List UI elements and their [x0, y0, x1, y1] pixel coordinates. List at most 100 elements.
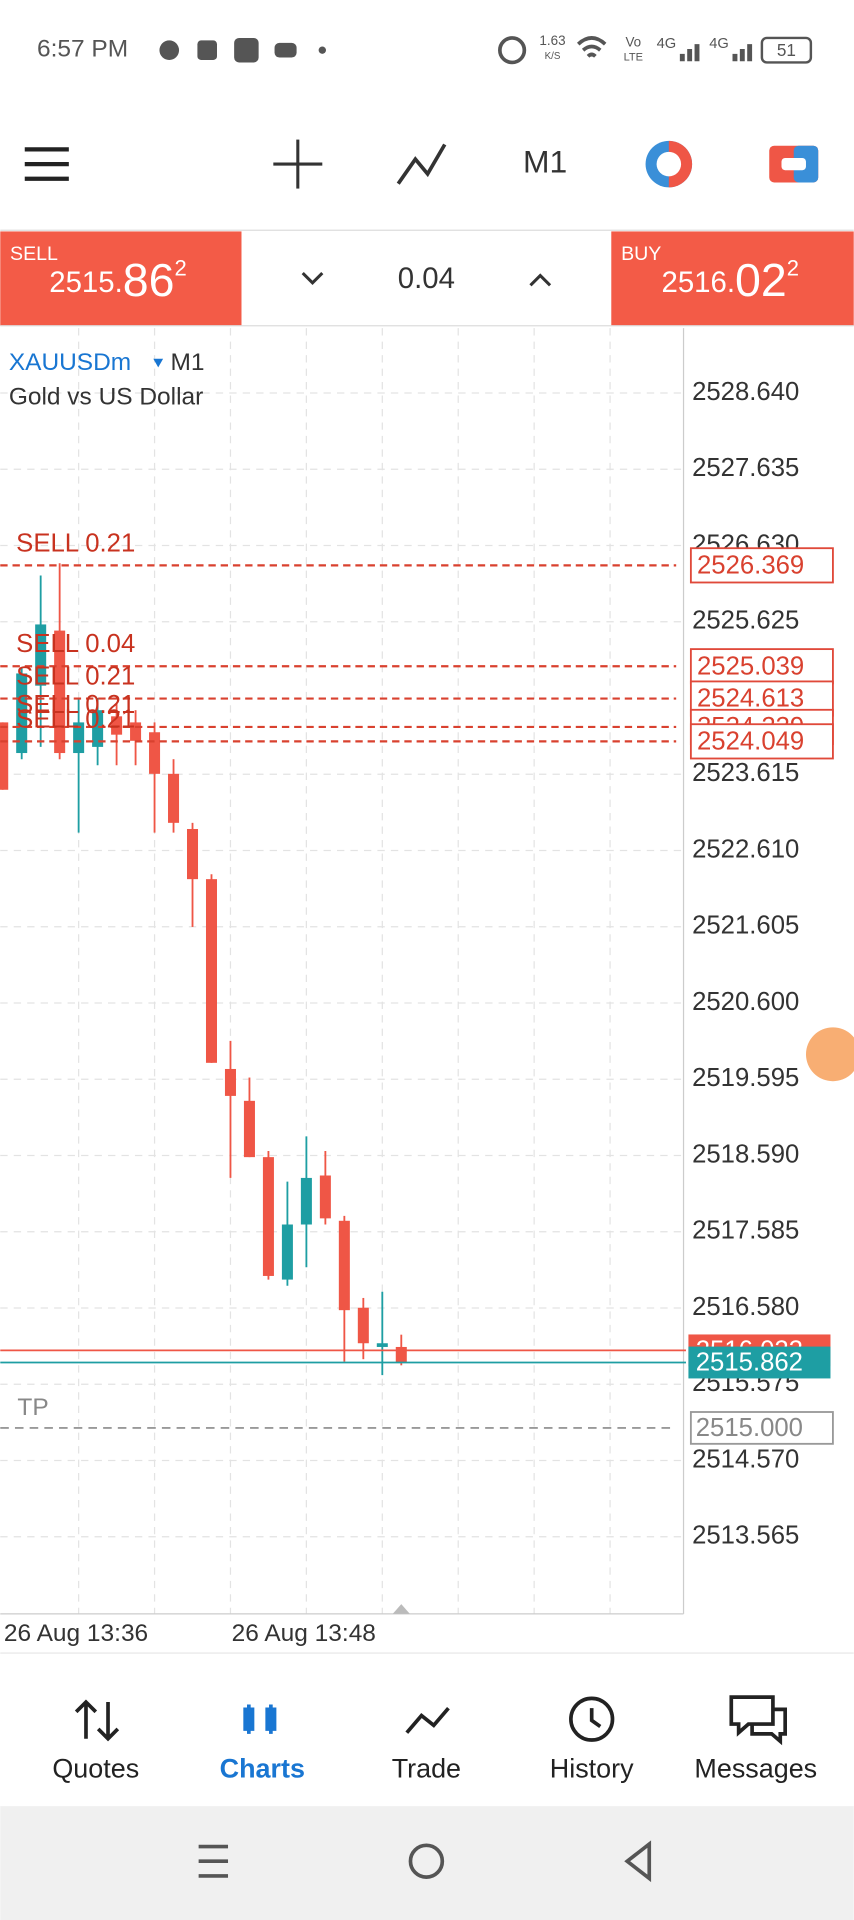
- bid-price: 2515.862: [696, 1349, 803, 1377]
- y-tick-label: 2527.635: [692, 454, 799, 482]
- order-label: SELL 0.21: [16, 529, 135, 557]
- order-price: 2526.369: [697, 551, 804, 579]
- objects-button[interactable]: [645, 140, 693, 188]
- clock: 6:57 PM: [37, 36, 128, 63]
- candle-body: [243, 1100, 255, 1158]
- candle-body: [205, 879, 217, 1063]
- candle-body: [187, 828, 199, 880]
- y-tick-label: 2514.570: [692, 1445, 799, 1473]
- candle-body: [92, 710, 104, 747]
- buy-button[interactable]: [611, 231, 854, 326]
- y-tick-label: 2522.610: [692, 835, 799, 863]
- candle-body: [281, 1224, 293, 1280]
- battery: 51: [777, 40, 796, 60]
- timer-bubble[interactable]: [805, 1027, 854, 1082]
- network: 4G: [657, 36, 677, 52]
- symbol-dropdown[interactable]: [153, 358, 164, 368]
- order-box: [689, 547, 834, 584]
- sell-price-small: 2515.: [49, 266, 123, 299]
- net-speed-unit: K/S: [545, 51, 561, 62]
- y-tick-label: 2523.615: [692, 759, 799, 787]
- volume-up[interactable]: [529, 273, 552, 287]
- bid-box: [688, 1346, 831, 1379]
- indicators-button[interactable]: [396, 143, 447, 185]
- candle-body: [224, 1068, 236, 1096]
- buy-label: BUY: [621, 243, 661, 265]
- y-tick-label: 2516.580: [692, 1293, 799, 1321]
- candle-body: [0, 722, 9, 790]
- nav-item[interactable]: Messages: [694, 1754, 817, 1784]
- candle-body: [319, 1175, 331, 1219]
- volume-down[interactable]: [301, 271, 324, 286]
- candle-body: [376, 1343, 388, 1347]
- net-speed: 1.63: [539, 33, 565, 48]
- y-tick-label: 2525.625: [692, 607, 799, 635]
- order-label: SELL 0.21: [16, 691, 135, 719]
- symbol[interactable]: XAUUSDm: [9, 349, 131, 376]
- sell-price-big: 86: [123, 254, 175, 306]
- candle-body: [338, 1220, 350, 1311]
- nav-item[interactable]: Charts: [220, 1754, 305, 1784]
- candle-body: [54, 630, 66, 754]
- scroll-marker: [392, 1604, 410, 1614]
- network: 4G: [709, 36, 729, 52]
- buy-price-big: 02: [735, 254, 787, 306]
- y-tick-label: 2517.585: [692, 1217, 799, 1245]
- y-tick-label: 2521.605: [692, 912, 799, 940]
- nav-icons: [74, 1695, 787, 1746]
- nav-item[interactable]: Trade: [392, 1754, 461, 1784]
- candle-body: [300, 1177, 312, 1225]
- order-price: 2524.613: [697, 685, 804, 713]
- y-tick-label: 2518.590: [692, 1140, 799, 1168]
- candle-body: [111, 716, 123, 735]
- home-button[interactable]: [408, 1843, 445, 1879]
- candle-body: [395, 1346, 407, 1363]
- candle-body: [35, 624, 47, 686]
- tp-label: TP: [17, 1394, 48, 1421]
- order-price: 2524.049: [697, 727, 804, 755]
- back-button[interactable]: [624, 1840, 652, 1883]
- order-box: [689, 648, 834, 685]
- volte: Vo: [625, 34, 641, 49]
- candle-body: [130, 722, 142, 741]
- chart-timeframe: M1: [170, 349, 204, 376]
- nav-item[interactable]: History: [550, 1754, 634, 1784]
- order-box: [689, 723, 834, 760]
- x-tick-label: 26 Aug 13:36: [4, 1620, 148, 1647]
- menu-button[interactable]: [24, 147, 69, 181]
- system-nav: [0, 1806, 854, 1920]
- candle-body: [262, 1157, 274, 1276]
- sell-price-sup: 2: [175, 255, 187, 280]
- candle-body: [168, 773, 180, 823]
- timeframe-button[interactable]: M1: [523, 143, 567, 179]
- nav-labels: Quotes Charts Trade History Messages: [52, 1754, 817, 1784]
- recents-button[interactable]: [198, 1844, 229, 1878]
- y-tick-label: 2513.565: [692, 1522, 799, 1550]
- tp-box: [689, 1411, 834, 1445]
- nav-item[interactable]: Quotes: [52, 1754, 139, 1784]
- tp-price: 2515.000: [696, 1414, 803, 1442]
- status-icons: [159, 36, 813, 65]
- trade-button[interactable]: [769, 145, 819, 183]
- y-tick-label: 2528.640: [692, 378, 799, 406]
- buy-price: 2516.022: [661, 254, 799, 306]
- crosshair-button[interactable]: [273, 139, 323, 189]
- candle-body: [16, 673, 28, 754]
- order-label: SELL 0.21: [16, 705, 135, 733]
- sell-label: SELL: [10, 243, 58, 265]
- order-label: SELL 0.21: [16, 663, 135, 691]
- x-tick-label: 26 Aug 13:48: [232, 1620, 376, 1647]
- buy-price-sup: 2: [787, 255, 799, 280]
- order-label: SELL 0.04: [16, 630, 135, 658]
- order-price: 2525.039: [697, 652, 804, 680]
- candle-body: [149, 732, 161, 774]
- sell-button[interactable]: [0, 231, 242, 326]
- symbol-description: Gold vs US Dollar: [9, 383, 203, 410]
- volume[interactable]: 0.04: [398, 262, 455, 295]
- candle-body: [73, 722, 85, 754]
- candle-body: [357, 1307, 369, 1344]
- system-buttons: [198, 1840, 652, 1883]
- y-tick-label: 2520.600: [692, 988, 799, 1016]
